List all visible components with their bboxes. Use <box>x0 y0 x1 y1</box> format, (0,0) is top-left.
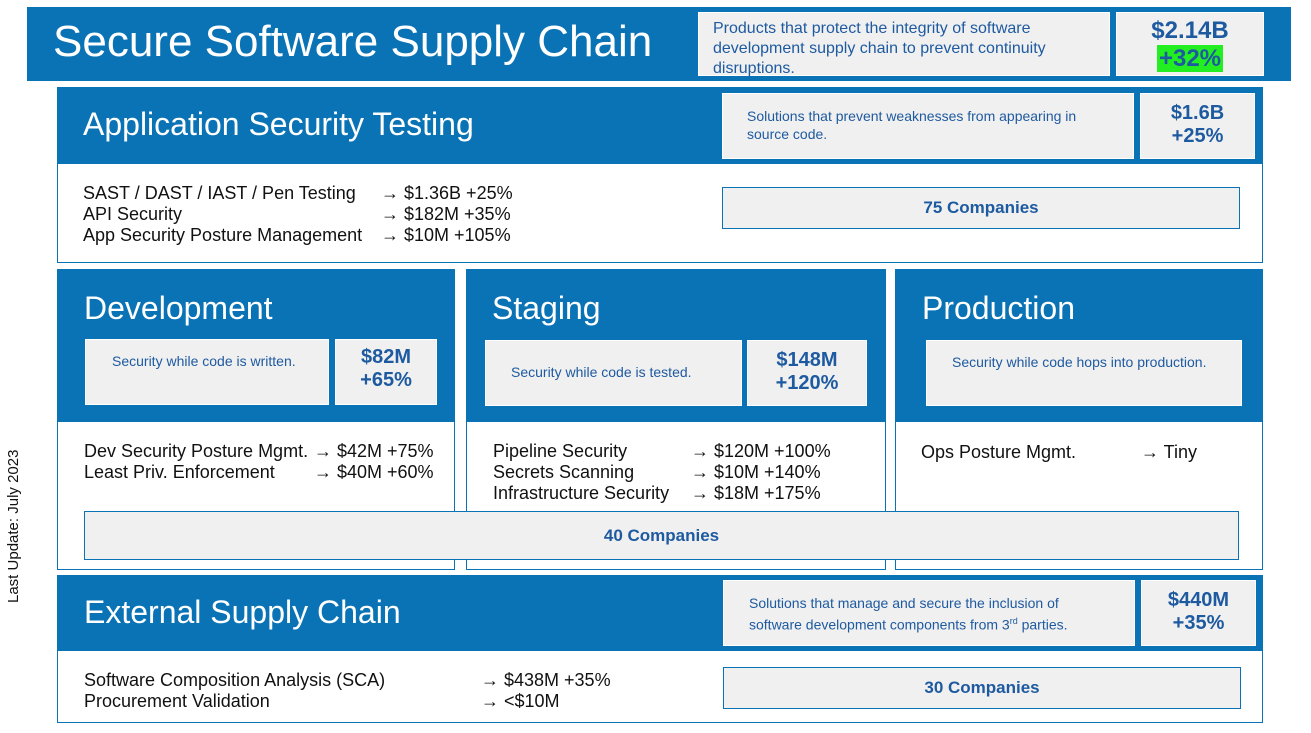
development-panel: Development Security while code is writt… <box>57 269 455 570</box>
staging-header: Staging Security while code is tested. $… <box>467 270 885 422</box>
list-item: Dev Security Posture Mgmt. → $42M +75% <box>84 441 434 461</box>
production-title: Production <box>922 290 1075 326</box>
ast-value: $1.6B <box>1170 102 1225 124</box>
list-item: Least Priv. Enforcement → $40M +60% <box>84 462 434 482</box>
ast-growth: +25% <box>1171 125 1224 147</box>
external-companies-count: 30 Companies <box>723 667 1241 709</box>
external-panel: External Supply Chain Solutions that man… <box>57 575 1263 723</box>
external-items: Software Composition Analysis (SCA) → $43… <box>84 670 611 712</box>
list-item: Pipeline Security → $120M +100% <box>493 441 831 461</box>
external-description-box: Solutions that manage and secure the inc… <box>723 580 1135 646</box>
development-description: Security while code is written. <box>112 353 296 369</box>
external-value: $440M <box>1167 589 1230 611</box>
list-item: SAST / DAST / IAST / Pen Testing → $1.36B… <box>83 183 513 203</box>
external-header: External Supply Chain Solutions that man… <box>58 576 1262 651</box>
list-item: Infrastructure Security → $18M +175% <box>493 483 821 503</box>
production-description: Security while code hops into production… <box>952 354 1207 370</box>
development-value: $82M <box>360 346 412 368</box>
staging-value: $148M <box>776 349 838 371</box>
development-growth: +65% <box>360 369 412 391</box>
external-metric-box: $440M +35% <box>1141 580 1256 646</box>
middle-companies-count: 40 Companies <box>84 511 1239 560</box>
ast-panel: Application Security Testing Solutions t… <box>57 87 1263 263</box>
development-metric-box: $82M +65% <box>335 339 437 405</box>
list-item: Ops Posture Mgmt. → Tiny <box>921 442 1198 462</box>
header-description: Products that protect the integrity of s… <box>713 20 1046 77</box>
ast-header: Application Security Testing Solutions t… <box>58 88 1262 164</box>
list-item: Procurement Validation → <$10M <box>84 691 560 711</box>
production-items: Ops Posture Mgmt. → Tiny <box>921 442 1197 463</box>
staging-items: Pipeline Security → $120M +100% Secrets S… <box>493 441 831 504</box>
external-growth: +35% <box>1172 612 1225 634</box>
header-value: $2.14B <box>1151 17 1229 44</box>
staging-metric-box: $148M +120% <box>747 340 867 406</box>
production-header: Production Security while code hops into… <box>896 270 1262 422</box>
ast-description-box: Solutions that prevent weaknesses from a… <box>722 93 1134 159</box>
header-description-box: Products that protect the integrity of s… <box>698 12 1110 77</box>
list-item: Secrets Scanning → $10M +140% <box>493 462 821 482</box>
development-title: Development <box>84 290 273 326</box>
staging-description-box: Security while code is tested. <box>485 340 742 406</box>
development-description-box: Security while code is written. <box>85 339 329 405</box>
development-header: Development Security while code is writt… <box>58 270 454 422</box>
external-title: External Supply Chain <box>84 594 401 630</box>
staging-title: Staging <box>492 290 601 326</box>
external-description: Solutions that manage and secure the inc… <box>749 595 1068 633</box>
list-item: API Security → $182M +35% <box>83 204 511 224</box>
list-item: Software Composition Analysis (SCA) → $43… <box>84 670 611 690</box>
last-update-note: Last Update: July 2023 <box>5 449 22 603</box>
production-description-box: Security while code hops into production… <box>926 340 1242 406</box>
ast-title: Application Security Testing <box>83 106 474 142</box>
list-item: App Security Posture Management → $10M +1… <box>83 225 511 245</box>
ast-companies-count: 75 Companies <box>722 187 1240 229</box>
ast-metric-box: $1.6B +25% <box>1140 93 1255 159</box>
header-metric-box: $2.14B +32% <box>1116 12 1264 76</box>
ast-description: Solutions that prevent weaknesses from a… <box>747 108 1077 142</box>
header-banner: Secure Software Supply Chain Products th… <box>27 7 1291 81</box>
page-title: Secure Software Supply Chain <box>53 17 653 66</box>
staging-description: Security while code is tested. <box>511 364 692 380</box>
header-growth: +32% <box>1156 45 1224 72</box>
development-items: Dev Security Posture Mgmt. → $42M +75% Le… <box>84 441 434 483</box>
ast-items: SAST / DAST / IAST / Pen Testing → $1.36B… <box>83 183 513 246</box>
staging-growth: +120% <box>775 372 839 394</box>
